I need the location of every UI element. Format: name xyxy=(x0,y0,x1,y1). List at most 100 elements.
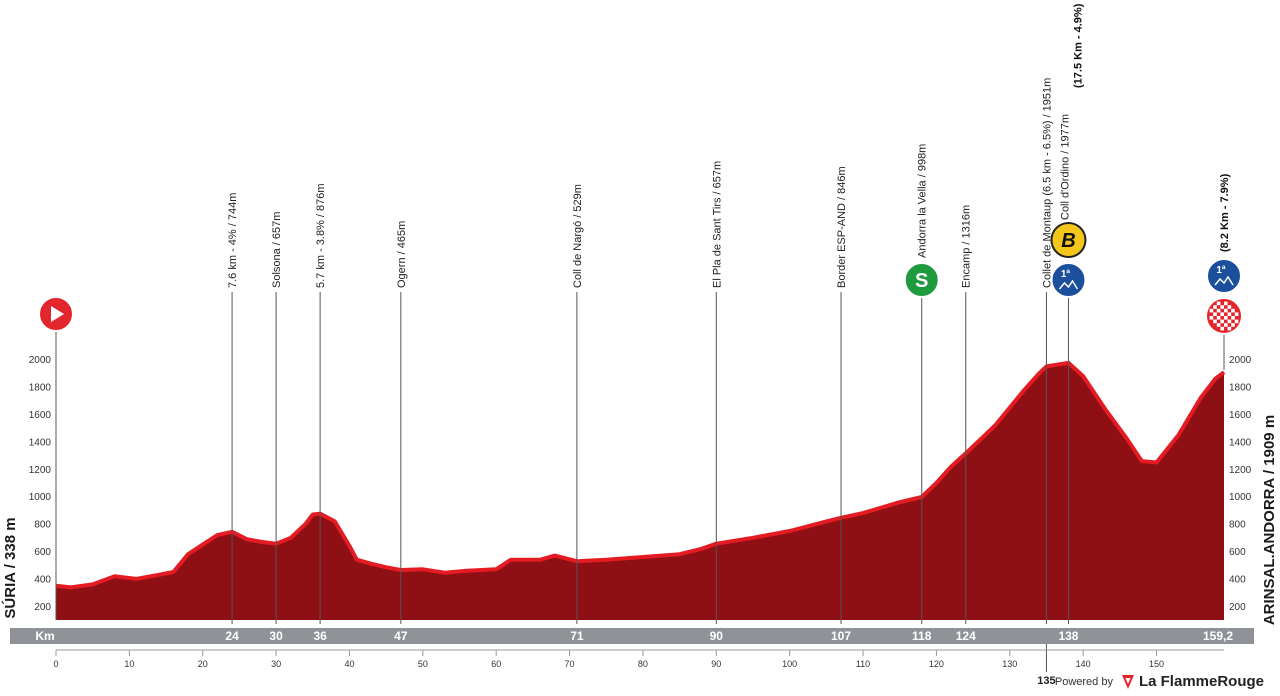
x-tick-label: 30 xyxy=(271,659,281,669)
waypoint-label: Andorra la Vella / 998m xyxy=(917,144,929,258)
finish-check-square xyxy=(1231,316,1235,320)
climb-stats-label: (8.2 Km - 7.9%) xyxy=(1219,173,1231,252)
x-tick-label: 100 xyxy=(782,659,797,669)
waypoint-label: Ogern / 465m xyxy=(396,221,408,288)
waypoint-label: Collet de Montaup (6.5 km - 6.5%) / 1951… xyxy=(1041,78,1053,288)
km-axis-label: Km xyxy=(35,629,54,643)
y-tick-label-left: 600 xyxy=(34,547,51,558)
y-tick-label-right: 2000 xyxy=(1229,355,1252,366)
y-tick-label-left: 1200 xyxy=(29,465,52,476)
y-tick-label-right: 1200 xyxy=(1229,465,1252,476)
y-tick-label-left: 200 xyxy=(34,602,51,613)
play-icon xyxy=(51,306,64,322)
x-tick-label: 110 xyxy=(856,659,870,669)
km-marker-label: 71 xyxy=(570,629,584,643)
climb-stats-label: (17.5 Km - 4.9%) xyxy=(1072,3,1084,88)
km-marker-label: 118 xyxy=(912,629,932,643)
start-label: SÚRIA / 338 m xyxy=(1,517,19,618)
km-bar: Km 24 30 36 47 71 90 107 118 124 138 159,2 135 xyxy=(10,628,1254,687)
bonus-marker-icon xyxy=(1050,222,1087,258)
climb-category-text: 1ª xyxy=(1216,265,1226,276)
distance-axis: 0 10 20 30 40 50 60 70 80 90 100 110 120 130 140 150 xyxy=(53,649,1224,669)
y-tick-label-left: 1800 xyxy=(29,383,52,394)
finish-check-square xyxy=(1227,326,1232,331)
x-tick-label: 140 xyxy=(1076,659,1091,669)
waypoint-label: El Pla de Sant Tirs / 657m xyxy=(711,161,723,288)
x-tick-label: 10 xyxy=(124,659,134,669)
x-tick-label: 120 xyxy=(929,659,944,669)
finish-label: ARINSAL.ANDORRA / 1909 m xyxy=(1261,415,1278,625)
bonus-marker-letter: B xyxy=(1061,230,1075,252)
elevation-area xyxy=(56,362,1224,620)
waypoint-label: Coll d'Ordino / 1977m xyxy=(1059,114,1071,220)
x-tick-label: 90 xyxy=(711,659,721,669)
elevation-tick-layer: 200 200 400 400 600 600 800 800 1000 1000 1200 1200… xyxy=(29,355,1252,613)
powered-by-text: Powered by xyxy=(1054,675,1113,688)
waypoint-label: Solsona / 657m xyxy=(271,212,283,288)
finish-check-square xyxy=(1220,305,1224,309)
finish-flag-icon xyxy=(1205,297,1243,335)
flamme-rouge-logo-icon xyxy=(1121,674,1134,689)
brand-name: La FlammeRouge xyxy=(1138,673,1264,690)
finish-check-square xyxy=(1220,312,1224,316)
km-marker-label: 138 xyxy=(1058,629,1078,643)
y-tick-label-right: 1600 xyxy=(1229,410,1252,421)
finish-check-square xyxy=(1216,301,1221,306)
finish-check-square xyxy=(1224,316,1228,320)
y-tick-label-right: 400 xyxy=(1229,574,1246,585)
finish-check-square xyxy=(1234,312,1239,316)
y-tick-label-left: 2000 xyxy=(29,355,52,366)
km-marker-label: 24 xyxy=(225,629,239,643)
y-tick-label-right: 600 xyxy=(1229,547,1246,558)
waypoint-label: 7.6 km - 4% / 744m xyxy=(227,193,239,288)
finish-check-square xyxy=(1227,312,1232,316)
km-marker-label: 36 xyxy=(313,629,327,643)
waypoint-label: Encamp / 1316m xyxy=(961,205,973,288)
km-marker-label: 90 xyxy=(710,629,724,643)
y-tick-label-right: 1400 xyxy=(1229,437,1252,448)
finish-check-square xyxy=(1213,312,1217,316)
x-tick-label: 130 xyxy=(1002,659,1017,669)
finish-check-square xyxy=(1224,308,1228,313)
x-tick-label: 0 xyxy=(53,659,58,669)
waypoint-markers: 7.6 km - 4% / 744m Solsona / 657m 5.7 km -… xyxy=(38,3,1243,335)
finish-check-square xyxy=(1234,319,1239,324)
finish-check-square xyxy=(1224,323,1228,327)
km-marker-label: 47 xyxy=(394,629,408,643)
finish-check-square xyxy=(1209,308,1214,313)
finish-check-square xyxy=(1220,319,1224,324)
y-tick-label-right: 800 xyxy=(1229,520,1246,531)
x-tick-label: 150 xyxy=(1149,659,1164,669)
y-tick-label-left: 400 xyxy=(34,574,51,585)
waypoint-label: Border ESP-AND / 846m xyxy=(836,166,848,288)
x-tick-label: 60 xyxy=(491,659,501,669)
x-tick-label: 20 xyxy=(198,659,208,669)
waypoint-label: Coll de Nargó / 529m xyxy=(572,184,584,288)
y-tick-label-left: 1000 xyxy=(29,492,52,503)
brand-footer: Powered by La FlammeRouge xyxy=(1055,673,1264,690)
y-tick-label-right: 1800 xyxy=(1229,383,1252,394)
y-tick-label-left: 800 xyxy=(34,520,51,531)
climb-category-text: 1ª xyxy=(1061,269,1071,280)
km-final-label: 159,2 xyxy=(1203,629,1233,643)
x-tick-label: 80 xyxy=(638,659,648,669)
waypoint-lines xyxy=(55,292,1225,624)
elevation-profile xyxy=(55,360,1226,620)
sprint-marker-letter: S xyxy=(915,270,928,292)
finish-check-square xyxy=(1209,316,1214,320)
km-bar-background xyxy=(10,628,1254,644)
mountain-glyph xyxy=(1058,279,1079,290)
km-marker-below-label: 135 xyxy=(1037,675,1055,687)
finish-check-square xyxy=(1216,308,1221,313)
finish-check-square xyxy=(1231,308,1235,313)
finish-check-square xyxy=(1216,316,1221,320)
waypoint-label: 5.7 km - 3.8% / 876m xyxy=(315,183,327,288)
finish-check-square xyxy=(1224,301,1228,306)
y-tick-label-left: 1400 xyxy=(29,437,52,448)
km-marker-label: 30 xyxy=(269,629,283,643)
x-tick-label: 70 xyxy=(565,659,575,669)
x-tick-label: 50 xyxy=(418,659,428,669)
finish-check-square xyxy=(1216,323,1221,327)
km-marker-label: 107 xyxy=(831,629,851,643)
